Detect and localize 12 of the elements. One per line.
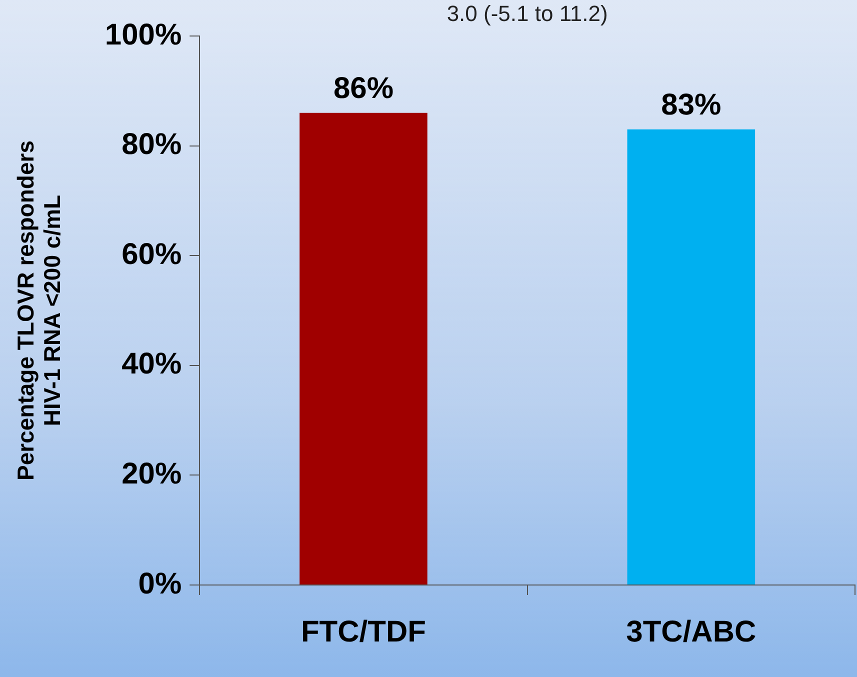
y-tick-label: 20% (122, 457, 182, 490)
y-tick-label: 80% (122, 128, 182, 162)
y-axis-title: Percentage TLOVR responders HIV-1 RNA <200 c/mL (12, 140, 66, 480)
y-tick-label: 60% (122, 238, 182, 271)
text: 3.0 (-5.1 to 11.2) (446, 1, 608, 26)
x-tick-label: FTC/TDF (300, 615, 426, 648)
y-tick-label: 0% (138, 567, 182, 600)
y-tick-label: 100% (104, 18, 182, 52)
x-tick-label: 3TC/ABC (626, 615, 756, 648)
y-tick-label: 40% (122, 348, 182, 381)
data-label: 86% (333, 72, 394, 106)
data-label: 83% (661, 88, 722, 122)
